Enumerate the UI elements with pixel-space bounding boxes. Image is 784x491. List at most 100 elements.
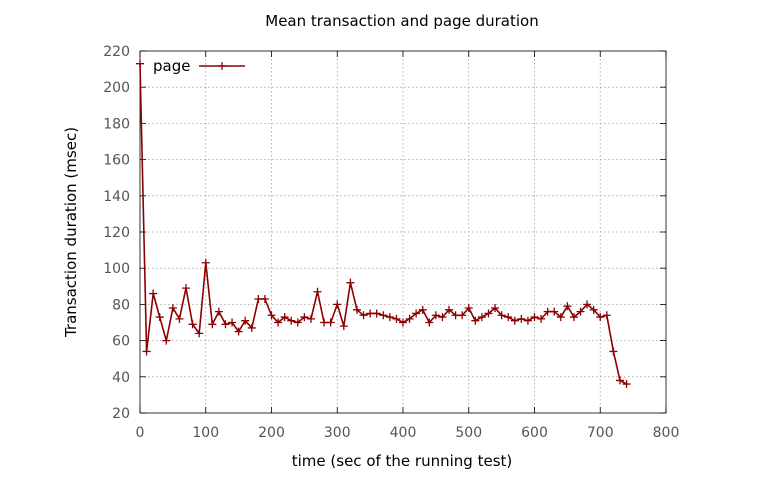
chart-title: Mean transaction and page duration (265, 12, 538, 30)
data-point (477, 313, 486, 322)
data-point (175, 314, 184, 323)
data-point (346, 278, 355, 287)
data-point (405, 314, 414, 323)
legend: page (153, 57, 245, 75)
x-tick-label: 100 (192, 425, 219, 441)
y-axis-label: Transaction duration (msec) (62, 127, 80, 338)
legend-label-page: page (153, 57, 190, 75)
legend-marker-page (218, 62, 226, 70)
y-tick-label: 140 (103, 189, 130, 205)
data-point (214, 307, 223, 316)
data-point (458, 311, 467, 320)
x-tick-label: 600 (521, 425, 548, 441)
axis-tick-labels: 0 100 200 300 400 500 600 700 800 20 40 60 80 100 120 1… (103, 44, 679, 441)
x-tick-label: 300 (324, 425, 351, 441)
y-tick-label: 40 (112, 370, 130, 386)
data-point (300, 313, 309, 322)
data-point (399, 318, 407, 327)
data-point (445, 305, 454, 314)
data-point (412, 309, 421, 318)
data-point (306, 314, 315, 323)
x-tick-label: 800 (653, 425, 680, 441)
data-point (188, 320, 197, 329)
data-point (168, 304, 177, 313)
data-point (418, 305, 427, 314)
data-point (523, 316, 532, 325)
y-tick-label: 200 (103, 80, 130, 96)
data-point (609, 347, 618, 356)
series-page (136, 59, 631, 389)
data-point (556, 313, 565, 322)
data-point (602, 311, 611, 320)
data-point (385, 313, 394, 322)
data-point (267, 311, 276, 320)
data-point (326, 318, 335, 327)
y-tick-label: 120 (103, 225, 130, 241)
data-point (563, 302, 572, 311)
data-point (287, 316, 296, 325)
data-point (510, 316, 519, 325)
x-tick-label: 200 (258, 425, 285, 441)
data-point (596, 313, 605, 322)
data-point (379, 311, 388, 320)
x-axis-label: time (sec of the running test) (292, 452, 513, 470)
data-point (182, 284, 191, 293)
data-point (504, 313, 513, 322)
data-point (260, 294, 269, 303)
data-point (313, 287, 322, 296)
data-point (149, 289, 158, 298)
x-tick-label: 0 (136, 425, 145, 441)
data-point (333, 300, 342, 309)
data-point (155, 313, 164, 322)
data-point (372, 309, 381, 318)
data-point (431, 311, 440, 320)
y-tick-label: 220 (103, 44, 130, 60)
data-point (234, 327, 243, 336)
data-point (208, 320, 217, 329)
y-tick-label: 80 (112, 297, 130, 313)
x-tick-label: 500 (455, 425, 482, 441)
data-point (615, 376, 624, 385)
data-point (576, 307, 585, 316)
data-point (537, 314, 546, 323)
data-point (484, 309, 493, 318)
y-tick-label: 100 (103, 261, 130, 277)
data-point (359, 311, 368, 320)
axis-ticks (139, 50, 667, 414)
data-point (464, 304, 473, 313)
data-point (293, 318, 302, 327)
data-point (339, 322, 348, 331)
data-point (241, 316, 250, 325)
y-tick-label: 160 (103, 153, 130, 169)
data-point (530, 313, 539, 322)
y-tick-label: 180 (103, 116, 130, 132)
data-point (550, 307, 559, 316)
data-point (438, 313, 447, 322)
data-point (247, 323, 256, 332)
data-point (274, 318, 283, 327)
data-point (201, 258, 210, 267)
data-point (569, 313, 578, 322)
data-point (228, 318, 237, 327)
data-point (425, 318, 434, 327)
data-point (491, 304, 500, 313)
data-point (136, 59, 144, 68)
x-tick-label: 700 (587, 425, 614, 441)
x-tick-label: 400 (390, 425, 417, 441)
y-tick-label: 20 (112, 406, 130, 422)
data-point (392, 314, 401, 323)
data-point (583, 300, 592, 309)
series-line (139, 63, 627, 385)
data-point (280, 313, 289, 322)
data-point (195, 329, 204, 338)
data-point (517, 314, 526, 323)
data-point (622, 380, 631, 389)
data-point (497, 311, 506, 320)
gridlines (140, 51, 666, 413)
data-point (142, 347, 151, 356)
y-tick-label: 60 (112, 334, 130, 350)
data-point (162, 336, 171, 345)
data-point (471, 316, 480, 325)
data-point (352, 305, 361, 314)
